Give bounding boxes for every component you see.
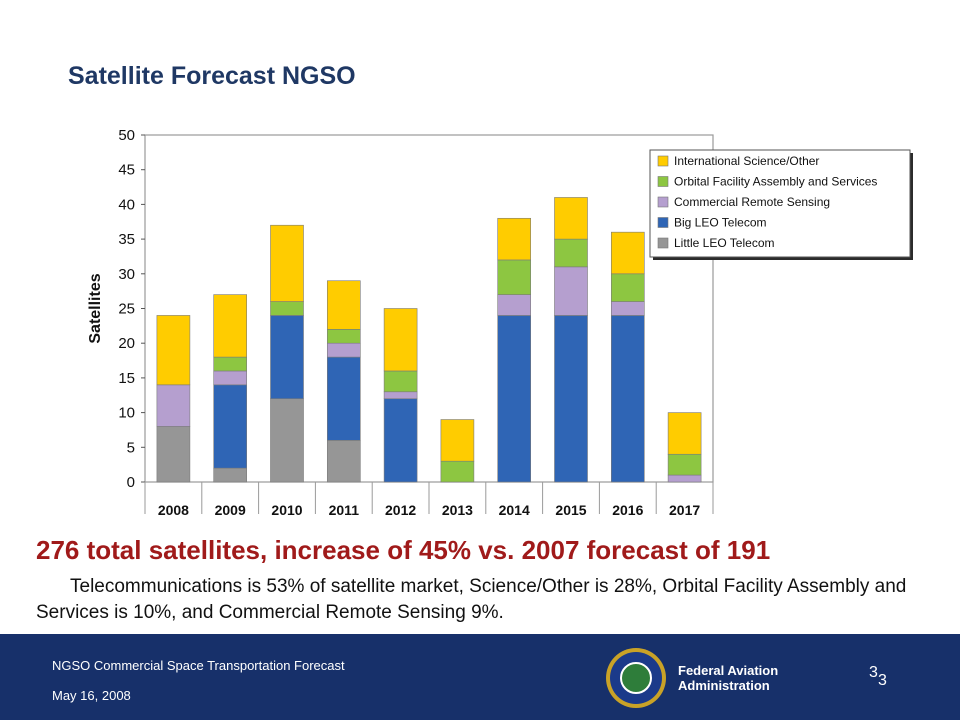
agency-name: Federal Aviation Administration	[678, 663, 778, 693]
legend-entry: Commercial Remote Sensing	[674, 195, 830, 209]
y-tick-label: 35	[118, 231, 135, 248]
bar-segment	[213, 370, 247, 386]
agency-name-line2: Administration	[678, 678, 770, 693]
bar-segment	[497, 294, 532, 316]
x-tick-label: 2017	[669, 502, 700, 518]
bar-segment	[497, 315, 532, 483]
y-tick-label: 5	[127, 439, 135, 456]
bar-segment	[213, 467, 247, 483]
agency-name-line1: Federal Aviation	[678, 663, 779, 678]
legend-entry: Big LEO Telecom	[674, 216, 767, 230]
bar-segment	[383, 391, 418, 400]
bar-segment	[383, 308, 418, 372]
bar-segment	[270, 301, 304, 316]
bar-segment	[554, 266, 588, 316]
legend-entry: International Science/Other	[674, 154, 819, 168]
bar-segment	[667, 474, 702, 483]
legend-swatch	[657, 237, 669, 249]
legend-entry: Orbital Facility Assembly and Services	[674, 175, 877, 189]
slide-title: Satellite Forecast NGSO	[68, 62, 356, 90]
footer-bar: NGSO Commercial Space Transportation For…	[0, 634, 960, 720]
y-axis-label: Satellites	[87, 273, 104, 343]
x-tick-label: 2013	[442, 502, 473, 518]
x-tick-label: 2015	[555, 502, 586, 518]
x-tick-label: 2016	[612, 502, 643, 518]
bar-segment	[326, 280, 361, 330]
bar-segment	[610, 315, 645, 483]
bar-segment	[213, 384, 247, 469]
bar-segment	[270, 315, 304, 400]
bar-segment	[326, 342, 361, 358]
page-number: 3	[869, 664, 878, 681]
legend-swatch	[657, 196, 669, 208]
bar-segment	[667, 412, 702, 455]
bar-segment	[610, 301, 645, 316]
y-tick-label: 10	[118, 405, 135, 422]
x-tick-label: 2014	[499, 502, 530, 518]
bar-segment	[497, 259, 532, 295]
bar-segment	[326, 356, 361, 441]
bar-segment	[326, 329, 361, 344]
y-tick-label: 50	[118, 127, 135, 144]
x-tick-label: 2012	[385, 502, 416, 518]
legend-swatch	[657, 176, 669, 187]
y-tick-label: 15	[118, 370, 135, 387]
x-tick-label: 2008	[158, 502, 189, 518]
headline-summary: 276 total satellites, increase of 45% vs…	[36, 535, 771, 565]
y-tick-label: 20	[118, 335, 135, 352]
bar-segment	[156, 384, 191, 427]
bar-segment	[497, 217, 532, 261]
bar-segment	[156, 426, 191, 483]
x-tick-label: 2011	[329, 502, 360, 518]
x-tick-label: 2009	[215, 502, 246, 518]
y-tick-label: 30	[118, 266, 135, 283]
stacked-bar-chart: 0 5 10 15 20 25 30 35 40 45 50 2008 2009 2010 2011 2012…	[87, 127, 913, 518]
bar-segment	[383, 398, 418, 483]
bar-segment	[554, 197, 588, 240]
footer-date: May 16, 2008	[52, 688, 131, 703]
legend-swatch	[657, 217, 669, 228]
y-tick-label: 45	[118, 162, 135, 179]
footer-document-title: NGSO Commercial Space Transportation For…	[52, 658, 345, 673]
bar-segment	[383, 370, 418, 393]
legend-swatch	[657, 155, 669, 167]
bar-segment	[610, 231, 645, 275]
bar-segment	[667, 453, 702, 476]
market-share-text: Telecommunications is 53% of satellite m…	[36, 576, 907, 623]
page-number-secondary: 3	[878, 672, 887, 689]
bar-segment	[213, 356, 247, 372]
bar-segment	[554, 238, 588, 268]
bar-segment	[326, 440, 361, 483]
bar-segment	[554, 315, 588, 483]
bar-segment	[213, 294, 247, 358]
bar-segment	[156, 315, 191, 386]
y-tick-label: 25	[118, 301, 135, 318]
legend-entry: Little LEO Telecom	[674, 236, 775, 250]
bar-segment	[270, 398, 304, 483]
faa-seal-icon	[606, 648, 666, 708]
bar-segment	[440, 460, 475, 483]
x-tick-label: 2010	[271, 502, 302, 518]
y-tick-label: 0	[127, 474, 135, 491]
bar-segment	[440, 419, 475, 462]
bar-segment	[270, 224, 304, 302]
legend-box	[649, 149, 911, 258]
bar-segment	[610, 273, 645, 302]
y-tick-label: 40	[118, 196, 135, 213]
